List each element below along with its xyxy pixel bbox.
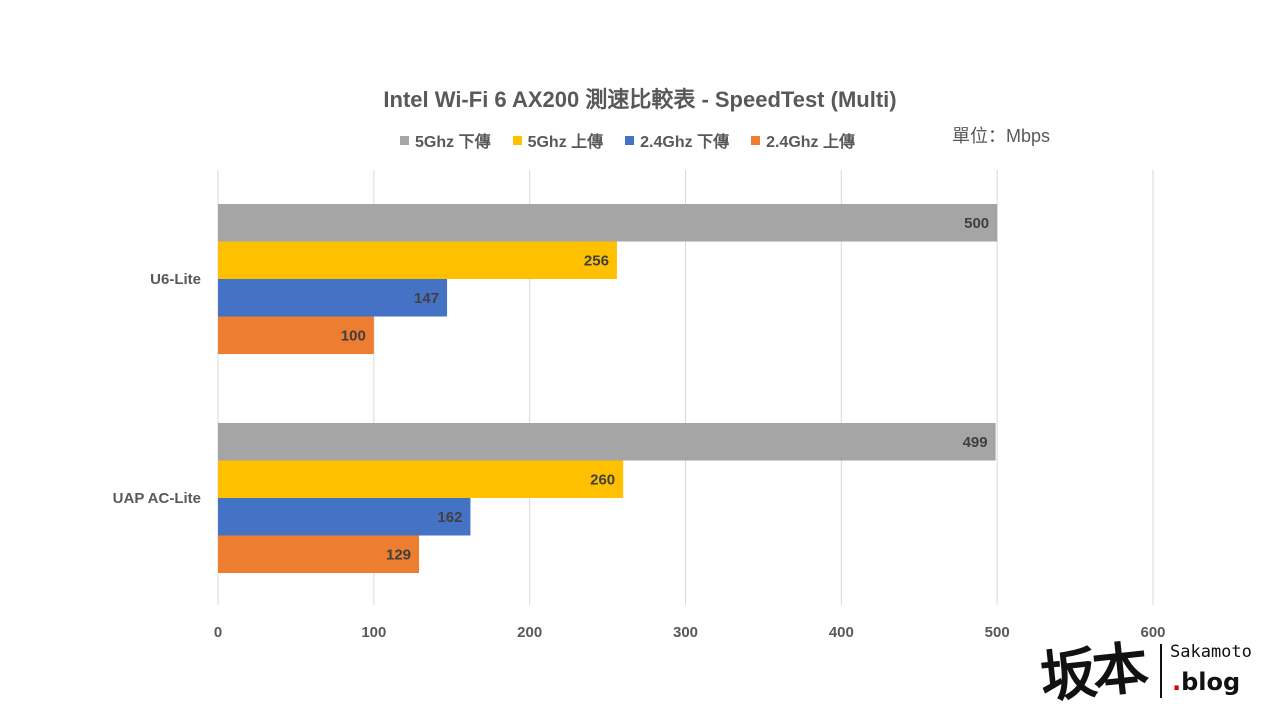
legend-label: 2.4Ghz 下傳: [640, 134, 730, 151]
unit-label: 單位：Mbps: [952, 126, 1051, 146]
legend-item: 2.4Ghz 上傳: [751, 128, 855, 152]
sakamoto-blog-logo: 坂本 Sakamoto .blog: [1037, 628, 1275, 712]
legend-item: 2.4Ghz 下傳: [625, 128, 729, 152]
data-label: 500: [964, 215, 989, 232]
legend-swatch: [751, 135, 761, 145]
logo-dot: .: [1172, 668, 1182, 696]
legend-swatch: [625, 135, 635, 145]
bar: [218, 279, 448, 317]
x-tick-label: 500: [985, 624, 1010, 641]
data-label: 162: [437, 509, 462, 526]
logo-name: Sakamoto: [1170, 642, 1252, 662]
x-tick-label: 100: [361, 624, 386, 641]
logo-divider: [1160, 644, 1162, 698]
data-label: 129: [386, 546, 411, 563]
legend-swatch: [512, 135, 522, 145]
data-label: 100: [341, 327, 366, 344]
x-tick-label: 400: [829, 624, 854, 641]
category-label: U6-Lite: [150, 271, 201, 288]
bar: [218, 204, 998, 242]
data-label: 260: [590, 471, 615, 488]
x-tick-label: 0: [214, 624, 222, 641]
category-label: UAP AC-Lite: [113, 490, 201, 507]
logo-kanji: 坂本: [1037, 634, 1148, 712]
x-tick-label: 600: [1140, 624, 1165, 641]
bar: [218, 460, 624, 498]
legend-swatch: [400, 135, 409, 145]
logo-blog: .blog: [1172, 668, 1240, 696]
chart-title: Intel Wi-Fi 6 AX200 測速比較表 - SpeedTest (M…: [383, 87, 897, 112]
bar: [218, 535, 420, 573]
x-tick-label: 200: [517, 624, 542, 641]
bar: [218, 316, 374, 354]
logo-blog-text: blog: [1181, 668, 1241, 696]
data-label: 256: [584, 252, 609, 269]
bar: [218, 241, 617, 279]
legend-item: 5Ghz 下傳: [400, 128, 491, 152]
x-tick-label: 300: [673, 624, 698, 641]
data-label: 147: [414, 290, 439, 307]
bar: [218, 423, 996, 461]
legend-label: 2.4Ghz 上傳: [766, 134, 855, 151]
legend-item: 5Ghz 上傳: [512, 128, 604, 152]
data-label: 499: [963, 434, 988, 451]
legend: 5Ghz 下傳 5Ghz 上傳 2.4Ghz 下傳 2.4Ghz 上傳: [400, 128, 855, 152]
bar: [218, 498, 471, 536]
legend-label: 5Ghz 下傳: [415, 134, 491, 151]
legend-label: 5Ghz 上傳: [527, 134, 604, 151]
